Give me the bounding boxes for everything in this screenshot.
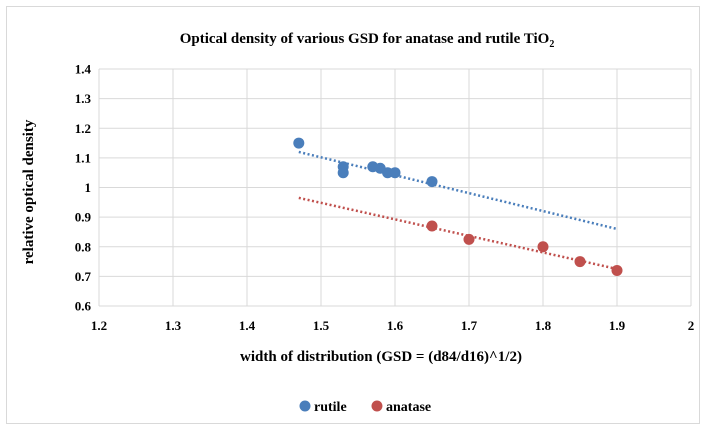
x-tick-label: 1.5 <box>313 318 330 333</box>
anatase-legend-marker <box>372 401 383 412</box>
anatase-trendline <box>299 198 617 269</box>
anatase-point <box>427 221 438 232</box>
y-tick-label: 1.3 <box>75 91 92 106</box>
y-axis-label: relative optical density <box>21 119 37 264</box>
rutile-legend-marker <box>300 401 311 412</box>
rutile-point <box>427 176 438 187</box>
x-tick-label: 2 <box>688 318 695 333</box>
y-tick-label: 0.6 <box>75 299 92 314</box>
anatase-legend-label: anatase <box>386 400 431 415</box>
rutile-point <box>293 138 304 149</box>
chart-frame: Optical density of various GSD for anata… <box>6 6 700 424</box>
rutile-point <box>390 167 401 178</box>
x-tick-label: 1.3 <box>165 318 182 333</box>
anatase-point <box>538 241 549 252</box>
scatter-chart: Optical density of various GSD for anata… <box>7 7 701 425</box>
anatase-point <box>464 234 475 245</box>
x-axis-label: width of distribution (GSD = (d84/d16)^1… <box>240 349 522 365</box>
x-tick-label: 1.2 <box>91 318 107 333</box>
rutile-legend-label: rutile <box>314 400 347 415</box>
x-tick-label: 1.4 <box>239 318 256 333</box>
legend: rutile anatase <box>300 400 432 415</box>
x-tick-label: 1.8 <box>535 318 552 333</box>
y-tick-label: 0.7 <box>75 269 92 284</box>
y-tick-label: 0.9 <box>75 210 92 225</box>
anatase-point <box>612 265 623 276</box>
anatase-point <box>575 256 586 267</box>
x-tick-label: 1.7 <box>461 318 478 333</box>
y-tick-label: 0.8 <box>75 239 92 254</box>
y-tick-label: 1.1 <box>75 150 91 165</box>
chart-title: Optical density of various GSD for anata… <box>180 31 555 50</box>
x-tick-label: 1.9 <box>609 318 626 333</box>
y-tick-label: 1.4 <box>75 62 92 77</box>
x-tick-label: 1.6 <box>387 318 404 333</box>
rutile-point <box>338 167 349 178</box>
y-tick-label: 1 <box>85 180 92 195</box>
y-tick-label: 1.2 <box>75 121 91 136</box>
